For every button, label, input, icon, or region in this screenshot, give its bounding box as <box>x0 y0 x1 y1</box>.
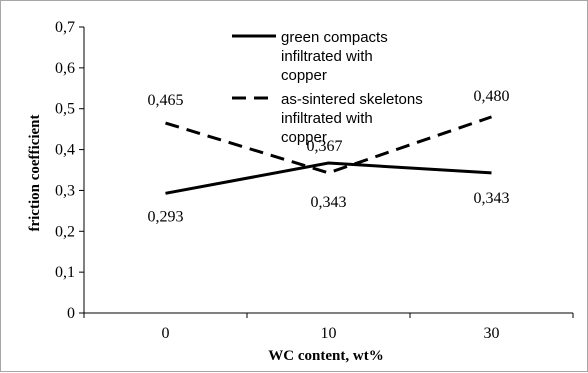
y-tick-label: 0,4 <box>55 142 75 159</box>
axes <box>79 26 574 318</box>
data-label: 0,293 <box>148 208 184 225</box>
legend-label: infiltrated with <box>281 48 373 65</box>
data-labels: 0,293 0,367 0,343 0,465 0,343 0,480 <box>148 88 510 225</box>
y-tick-label: 0,2 <box>55 223 75 240</box>
legend-label: copper <box>281 67 327 84</box>
x-axis-title: WC content, wt% <box>268 348 383 364</box>
x-tick-label: 30 <box>484 325 500 342</box>
data-label: 0,343 <box>474 190 510 207</box>
data-label: 0,465 <box>148 92 184 109</box>
series-line-1 <box>165 161 492 195</box>
data-label: 0,367 <box>307 138 343 155</box>
data-label: 0,480 <box>474 88 510 105</box>
legend-label: as-sintered skeletons <box>281 91 423 108</box>
y-tick-label: 0,7 <box>55 19 75 36</box>
y-tick-label: 0,5 <box>55 101 75 118</box>
y-tick-label: 0,3 <box>55 182 75 199</box>
y-axis-title: friction coefficient <box>27 114 43 231</box>
legend-label: infiltrated with <box>281 110 373 127</box>
x-tick-labels: 0 10 30 <box>162 325 500 342</box>
y-tick-label: 0,6 <box>55 60 75 77</box>
legend: green compacts infiltrated with copper as-s… <box>232 29 423 146</box>
y-tick-labels: 0 0,1 0,2 0,3 0,4 0,5 0,6 0,7 <box>55 19 75 322</box>
y-tick-label: 0 <box>67 305 75 322</box>
x-tick-label: 10 <box>321 325 337 342</box>
y-tick-label: 0,1 <box>55 264 75 281</box>
x-tick-label: 0 <box>162 325 170 342</box>
series-line-2 <box>165 115 492 175</box>
data-label: 0,343 <box>311 194 347 211</box>
series-lines <box>165 115 492 195</box>
legend-label: copper <box>281 129 327 146</box>
legend-label: green compacts <box>281 29 388 46</box>
